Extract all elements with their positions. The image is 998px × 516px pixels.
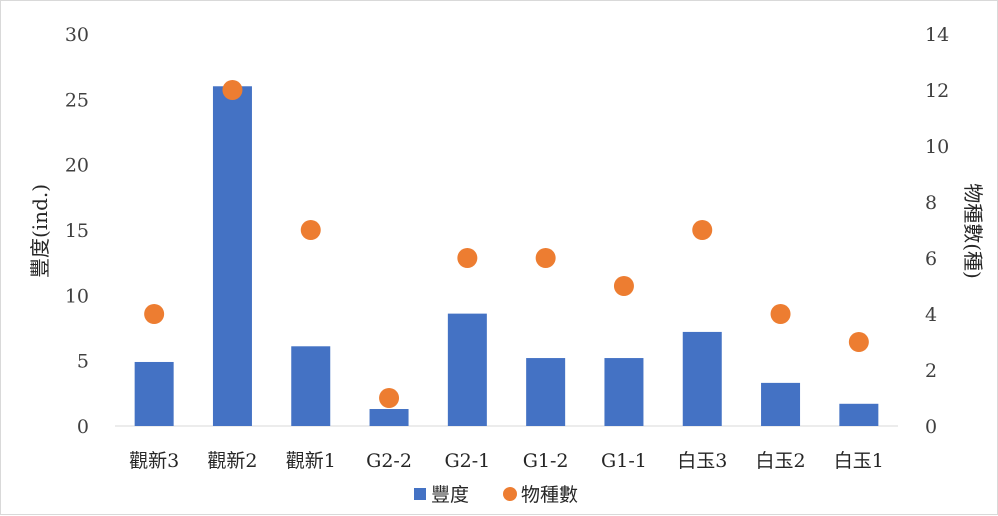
category-label: 白玉1 <box>834 450 884 472</box>
category-label: G1-1 <box>601 450 647 472</box>
scatter-point <box>692 220 713 240</box>
scatter-point <box>457 248 478 268</box>
scatter-point <box>144 304 165 324</box>
bar <box>134 361 174 426</box>
right-tick-label: 6 <box>925 248 937 270</box>
left-tick-label: 20 <box>65 155 89 177</box>
right-tick-label: 8 <box>925 192 937 214</box>
left-tick-label: 25 <box>65 89 89 111</box>
right-tick-label: 14 <box>925 24 949 46</box>
scatter-point <box>535 248 556 268</box>
bar <box>839 403 879 426</box>
right-y-axis: 0 2 4 6 8 10 12 14 <box>925 24 949 438</box>
legend-label-dot: 物種數 <box>521 484 578 506</box>
right-tick-label: 0 <box>925 416 937 438</box>
right-tick-label: 2 <box>925 360 937 382</box>
bar <box>604 358 644 426</box>
bar <box>447 313 487 426</box>
scatter-point <box>300 220 321 240</box>
left-axis-title: 豐度(ind.) <box>28 184 52 278</box>
left-tick-label: 5 <box>77 351 89 373</box>
category-label: G2-1 <box>444 450 490 472</box>
scatter-point <box>222 80 243 100</box>
scatter-series <box>144 80 869 408</box>
right-axis-title: 物種數(種) <box>961 183 985 279</box>
category-label: 白玉3 <box>677 450 727 472</box>
legend: 豐度 物種數 <box>414 484 578 506</box>
scatter-point <box>379 388 400 408</box>
bar <box>526 358 566 426</box>
right-tick-label: 12 <box>925 80 949 102</box>
scatter-point <box>848 332 869 352</box>
left-tick-label: 10 <box>65 285 89 307</box>
category-label: 觀新1 <box>286 450 336 472</box>
category-label: 觀新3 <box>129 450 179 472</box>
bar <box>761 382 801 426</box>
left-tick-label: 15 <box>65 220 89 242</box>
scatter-point <box>770 304 791 324</box>
bar <box>369 409 409 426</box>
right-tick-label: 10 <box>925 136 949 158</box>
legend-label-bar: 豐度 <box>431 484 469 506</box>
bar <box>291 346 331 426</box>
legend-swatch-dot <box>503 487 517 501</box>
bar-series <box>134 86 879 427</box>
right-tick-label: 4 <box>925 304 937 326</box>
category-label: 白玉2 <box>756 450 806 472</box>
category-label: G1-2 <box>523 450 569 472</box>
x-axis-labels: 觀新3 觀新2 觀新1 G2-2 G2-1 G1-2 G1-1 白玉3 白玉2 白玉1 <box>129 450 884 472</box>
left-tick-label: 0 <box>77 416 89 438</box>
scatter-point <box>613 276 634 296</box>
legend-swatch-bar <box>414 488 426 500</box>
bar <box>212 86 252 427</box>
category-label: G2-2 <box>366 450 412 472</box>
bar <box>682 331 722 426</box>
left-y-axis: 0 5 10 15 20 25 30 <box>65 24 89 438</box>
left-tick-label: 30 <box>65 24 89 46</box>
category-label: 觀新2 <box>207 450 257 472</box>
